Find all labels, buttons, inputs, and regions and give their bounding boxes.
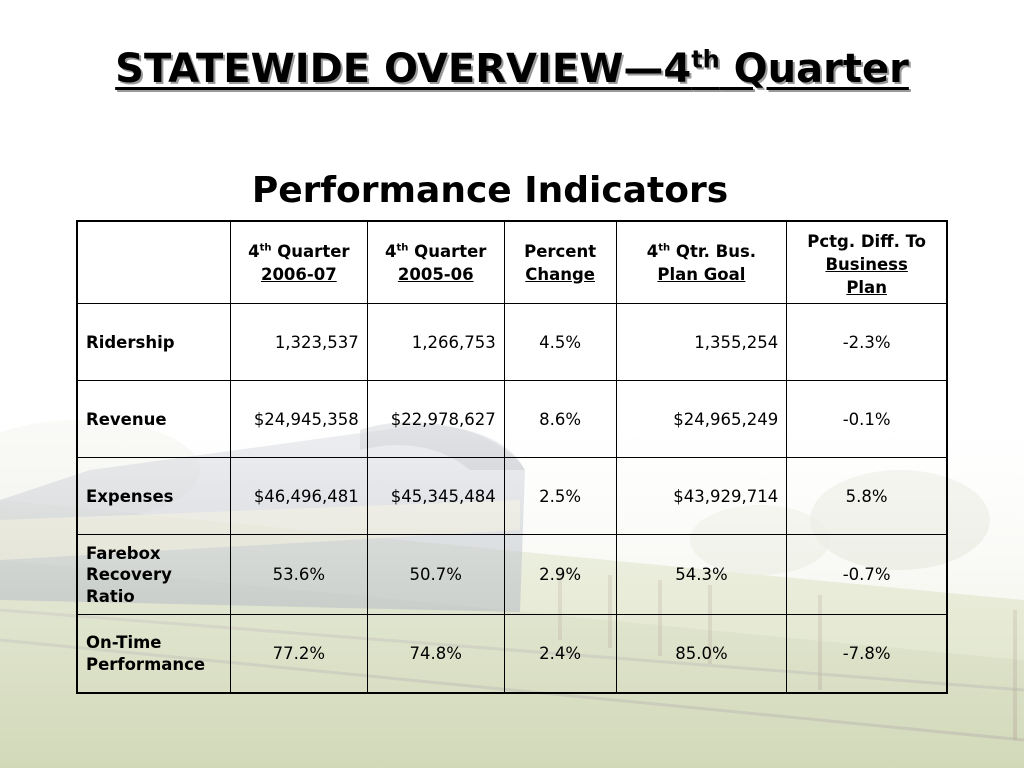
- cell-pctg-diff: 5.8%: [786, 457, 948, 536]
- table-row: On-Time Performance 77.2% 74.8% 2.4% 85.…: [76, 614, 948, 694]
- slide-subtitle: Performance Indicators: [251, 170, 729, 211]
- header-line: 2006-07: [260, 264, 337, 284]
- performance-table: 4th Quarter 2006-07 4th Quarter 2005-06 …: [76, 220, 948, 694]
- cell-percent-change: 2.5%: [503, 457, 617, 536]
- header-line: Business: [825, 255, 908, 275]
- cell-plan-goal: $24,965,249: [615, 380, 788, 459]
- header-line: Percent: [524, 241, 597, 261]
- cell-2006-07: 1,323,537: [229, 303, 368, 382]
- cell-2005-06: 74.8%: [366, 614, 505, 694]
- cell-pctg-diff: -0.7%: [786, 534, 948, 616]
- cell-percent-change: 2.4%: [503, 614, 617, 694]
- slide-title: STATEWIDE OVERVIEW—4th Quarter: [0, 46, 1024, 92]
- header-line: Qtr. Bus.: [670, 241, 757, 261]
- header-line: Plan: [846, 278, 887, 298]
- header-cell: Pctg. Diff. To Business Plan: [786, 220, 948, 305]
- header-cell: 4th Quarter 2005-06: [366, 220, 505, 305]
- cell-2006-07: 77.2%: [229, 614, 368, 694]
- row-label: Farebox Recovery Ratio: [76, 534, 231, 616]
- cell-2006-07: $46,496,481: [229, 457, 368, 536]
- header-sup: th: [658, 242, 671, 254]
- title-quarter: Quarter: [719, 46, 909, 92]
- cell-plan-goal: $43,929,714: [615, 457, 788, 536]
- cell-pctg-diff: -0.1%: [786, 380, 948, 459]
- cell-pctg-diff: -7.8%: [786, 614, 948, 694]
- header-line: Plan Goal: [657, 264, 746, 284]
- header-cell: 4th Qtr. Bus. Plan Goal: [615, 220, 788, 305]
- table-row: Expenses $46,496,481 $45,345,484 2.5% $4…: [76, 457, 948, 536]
- header-cell: 4th Quarter 2006-07: [229, 220, 368, 305]
- table-row: Farebox Recovery Ratio 53.6% 50.7% 2.9% …: [76, 534, 948, 616]
- header-sup: th: [396, 242, 409, 254]
- cell-plan-goal: 1,355,254: [615, 303, 788, 382]
- header-sup: th: [259, 242, 272, 254]
- header-line: Pctg. Diff. To: [807, 232, 926, 251]
- cell-percent-change: 2.9%: [503, 534, 617, 616]
- header-cell-empty: [76, 220, 231, 305]
- table-row: Revenue $24,945,358 $22,978,627 8.6% $24…: [76, 380, 948, 459]
- cell-2005-06: $45,345,484: [366, 457, 505, 536]
- cell-2006-07: 53.6%: [229, 534, 368, 616]
- table-row: Ridership 1,323,537 1,266,753 4.5% 1,355…: [76, 303, 948, 382]
- header-line: Quarter: [271, 241, 350, 261]
- cell-pctg-diff: -2.3%: [786, 303, 948, 382]
- cell-plan-goal: 54.3%: [615, 534, 788, 616]
- header-line: Change: [525, 264, 595, 284]
- cell-2005-06: 1,266,753: [366, 303, 505, 382]
- row-label: Expenses: [76, 457, 231, 536]
- cell-plan-goal: 85.0%: [615, 614, 788, 694]
- table-header-row: 4th Quarter 2006-07 4th Quarter 2005-06 …: [76, 220, 948, 305]
- row-label: Revenue: [76, 380, 231, 459]
- cell-percent-change: 8.6%: [503, 380, 617, 459]
- header-line: 2005-06: [397, 264, 474, 284]
- header-line: 4: [248, 241, 260, 261]
- row-label: On-Time Performance: [76, 614, 231, 694]
- cell-2006-07: $24,945,358: [229, 380, 368, 459]
- cell-2005-06: $22,978,627: [366, 380, 505, 459]
- cell-2005-06: 50.7%: [366, 534, 505, 616]
- title-text: STATEWIDE OVERVIEW—4: [115, 46, 692, 92]
- title-superscript: th: [691, 45, 720, 74]
- header-cell: Percent Change: [503, 220, 617, 305]
- row-label: Ridership: [76, 303, 231, 382]
- header-line: 4: [385, 241, 397, 261]
- cell-percent-change: 4.5%: [503, 303, 617, 382]
- header-line: 4: [646, 241, 659, 261]
- header-line: Quarter: [408, 241, 487, 261]
